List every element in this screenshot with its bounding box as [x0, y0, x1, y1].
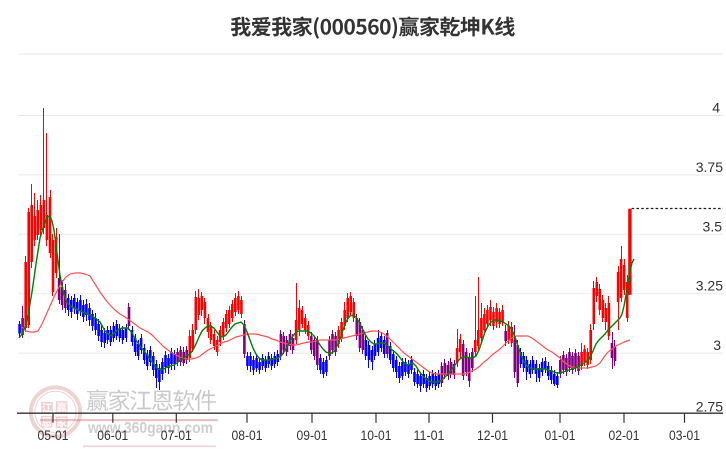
svg-text:3.25: 3.25 [696, 278, 723, 294]
svg-text:01-01: 01-01 [545, 427, 576, 443]
svg-text:08-01: 08-01 [232, 427, 263, 443]
svg-text:www.360gann.com: www.360gann.com [87, 420, 213, 437]
svg-text:02-01: 02-01 [609, 427, 640, 443]
svg-text:12-01: 12-01 [477, 427, 508, 443]
svg-text:3: 3 [713, 337, 721, 353]
svg-text:10-01: 10-01 [361, 427, 392, 443]
svg-text:3.5: 3.5 [703, 218, 723, 234]
svg-text:3.75: 3.75 [696, 159, 723, 175]
svg-text:11-01: 11-01 [414, 427, 445, 443]
svg-text:2.75: 2.75 [696, 398, 723, 414]
svg-text:4: 4 [712, 100, 720, 116]
svg-text:07-01: 07-01 [161, 427, 192, 443]
svg-text:03-01: 03-01 [669, 427, 700, 443]
svg-text:06-01: 06-01 [97, 427, 128, 443]
svg-text:09-01: 09-01 [297, 427, 328, 443]
svg-text:05-01: 05-01 [38, 427, 69, 443]
